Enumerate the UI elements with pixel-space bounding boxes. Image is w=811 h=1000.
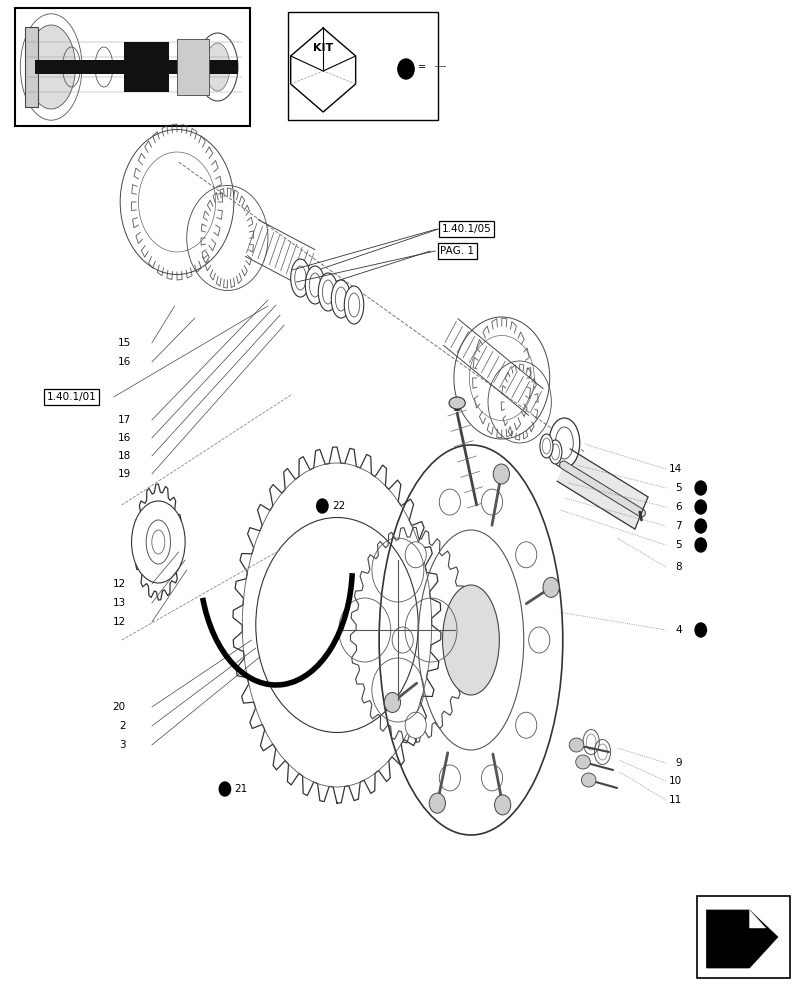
Text: 21: 21 bbox=[234, 784, 247, 794]
Bar bbox=[696, 896, 789, 978]
Ellipse shape bbox=[548, 440, 561, 464]
Circle shape bbox=[515, 542, 536, 568]
Ellipse shape bbox=[331, 280, 350, 318]
Text: 22: 22 bbox=[332, 501, 345, 511]
Circle shape bbox=[439, 489, 460, 515]
Text: 12: 12 bbox=[113, 617, 126, 627]
Circle shape bbox=[515, 712, 536, 738]
Text: 18: 18 bbox=[118, 451, 131, 461]
Circle shape bbox=[405, 542, 426, 568]
Text: 8: 8 bbox=[675, 562, 681, 572]
Polygon shape bbox=[749, 910, 765, 928]
Text: 3: 3 bbox=[119, 740, 126, 750]
Text: 7: 7 bbox=[675, 521, 681, 531]
Ellipse shape bbox=[548, 418, 579, 468]
Bar bbox=[288, 12, 438, 120]
Text: 16: 16 bbox=[118, 357, 131, 367]
Circle shape bbox=[694, 481, 706, 495]
Text: 14: 14 bbox=[668, 464, 681, 474]
Text: 4: 4 bbox=[675, 625, 681, 635]
Ellipse shape bbox=[494, 795, 510, 815]
Bar bbox=[35, 60, 238, 74]
Text: 9: 9 bbox=[675, 758, 681, 768]
Circle shape bbox=[439, 765, 460, 791]
Text: 11: 11 bbox=[668, 795, 681, 805]
Circle shape bbox=[694, 500, 706, 514]
Text: 5: 5 bbox=[675, 483, 681, 493]
Text: 5: 5 bbox=[675, 540, 681, 550]
Bar bbox=[124, 42, 169, 92]
Ellipse shape bbox=[27, 25, 75, 109]
Text: =: = bbox=[418, 62, 426, 72]
Circle shape bbox=[481, 765, 502, 791]
Ellipse shape bbox=[20, 14, 82, 120]
Text: 10: 10 bbox=[668, 776, 681, 786]
Ellipse shape bbox=[384, 692, 400, 712]
Circle shape bbox=[405, 712, 426, 738]
Text: 6: 6 bbox=[675, 502, 681, 512]
Ellipse shape bbox=[569, 738, 583, 752]
Ellipse shape bbox=[442, 585, 499, 695]
Text: ----: ---- bbox=[434, 62, 446, 72]
Text: 19: 19 bbox=[118, 469, 131, 479]
Ellipse shape bbox=[305, 266, 324, 304]
Circle shape bbox=[528, 627, 549, 653]
Circle shape bbox=[316, 499, 328, 513]
Ellipse shape bbox=[581, 773, 595, 787]
Polygon shape bbox=[706, 910, 777, 968]
Ellipse shape bbox=[379, 445, 562, 835]
Circle shape bbox=[481, 489, 502, 515]
Ellipse shape bbox=[205, 43, 230, 91]
Text: 15: 15 bbox=[118, 338, 131, 348]
Circle shape bbox=[397, 59, 414, 79]
Ellipse shape bbox=[492, 464, 508, 484]
Ellipse shape bbox=[575, 755, 590, 769]
Ellipse shape bbox=[290, 259, 310, 297]
Circle shape bbox=[694, 623, 706, 637]
Text: 12: 12 bbox=[113, 579, 126, 589]
Bar bbox=[177, 39, 209, 95]
Ellipse shape bbox=[318, 273, 337, 311]
Circle shape bbox=[219, 782, 230, 796]
Polygon shape bbox=[556, 449, 647, 529]
Text: 13: 13 bbox=[113, 598, 126, 608]
Ellipse shape bbox=[448, 397, 465, 409]
Bar bbox=[25, 27, 38, 107]
Text: 17: 17 bbox=[118, 415, 131, 425]
Text: 1.40.1/05: 1.40.1/05 bbox=[441, 224, 491, 234]
Circle shape bbox=[694, 519, 706, 533]
Ellipse shape bbox=[344, 286, 363, 324]
Ellipse shape bbox=[131, 501, 185, 583]
Ellipse shape bbox=[543, 577, 559, 597]
Ellipse shape bbox=[539, 434, 552, 458]
Text: PAG. 1: PAG. 1 bbox=[440, 246, 474, 256]
Ellipse shape bbox=[197, 33, 238, 101]
Text: 1.40.1/01: 1.40.1/01 bbox=[46, 392, 97, 402]
Text: 2: 2 bbox=[119, 721, 126, 731]
Text: 20: 20 bbox=[113, 702, 126, 712]
Text: KIT: KIT bbox=[313, 43, 333, 53]
Bar bbox=[15, 8, 250, 126]
Ellipse shape bbox=[429, 793, 445, 813]
Text: 16: 16 bbox=[118, 433, 131, 443]
Circle shape bbox=[392, 627, 413, 653]
Circle shape bbox=[694, 538, 706, 552]
